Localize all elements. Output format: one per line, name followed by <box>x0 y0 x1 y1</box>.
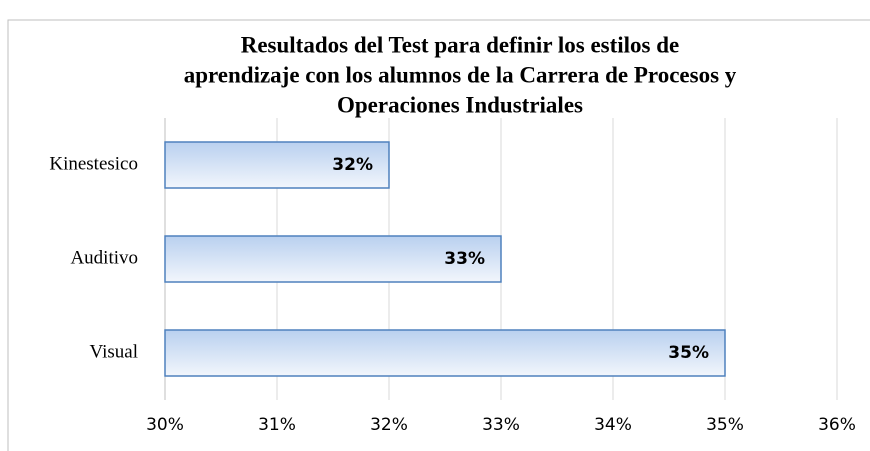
bar <box>164 141 390 189</box>
x-tick-label: 33% <box>482 415 520 435</box>
y-tick-label: Visual <box>90 341 138 362</box>
data-label: 35% <box>668 343 709 363</box>
x-tick-label: 32% <box>370 415 408 435</box>
y-tick-label: Auditivo <box>70 247 138 268</box>
bar <box>164 329 726 377</box>
x-tick-label: 36% <box>818 415 856 435</box>
x-tick-label: 34% <box>594 415 632 435</box>
chart-title: Operaciones Industriales <box>337 92 583 117</box>
chart-title: Resultados del Test para definir los est… <box>241 32 680 57</box>
bar <box>164 235 502 283</box>
x-tick-label: 35% <box>706 415 744 435</box>
chart-title: aprendizaje con los alumnos de la Carrer… <box>184 62 737 87</box>
y-tick-label: Kinestesico <box>49 153 138 174</box>
data-label: 33% <box>444 249 485 269</box>
x-tick-label: 30% <box>146 415 184 435</box>
data-label: 32% <box>332 155 373 175</box>
x-tick-label: 31% <box>258 415 296 435</box>
